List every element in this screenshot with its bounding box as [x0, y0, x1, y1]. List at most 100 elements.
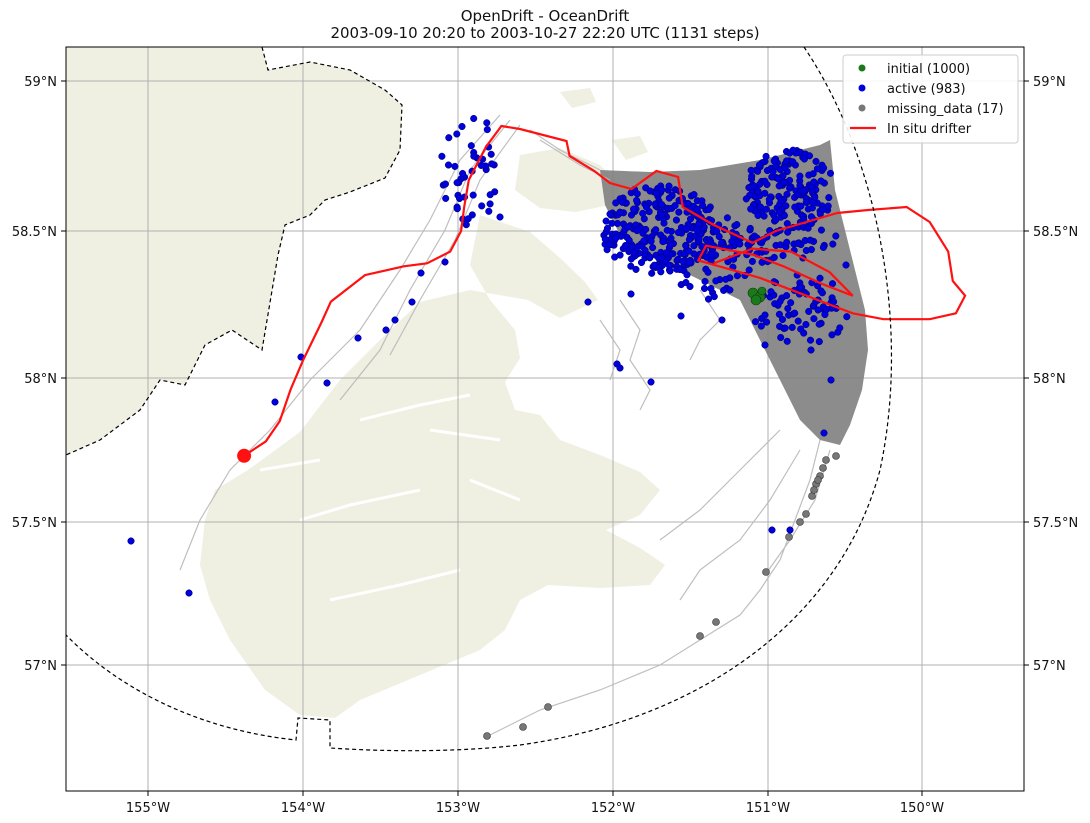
active-particle [713, 227, 721, 235]
active-particle [685, 259, 693, 267]
active-particle [486, 191, 494, 199]
active-particle [477, 161, 485, 169]
active-particle [765, 195, 773, 204]
active-particle [487, 150, 495, 158]
active-particle [793, 239, 802, 247]
active-particle [819, 206, 827, 214]
active-particle [690, 242, 698, 250]
active-particle [761, 177, 769, 185]
active-particle [809, 170, 817, 178]
active-particle [442, 194, 450, 202]
active-particle [666, 241, 674, 249]
active-particle [718, 316, 726, 324]
active-particle [630, 205, 638, 213]
active-particle [799, 187, 807, 195]
active-particle [827, 376, 835, 384]
active-particle [674, 228, 682, 237]
active-particle [612, 199, 620, 207]
active-particle [820, 429, 828, 437]
active-particle [810, 178, 818, 186]
active-particle [816, 274, 824, 282]
active-particle [496, 213, 504, 221]
active-particle [633, 227, 641, 235]
active-particle [789, 158, 797, 166]
lat-tick-label-right: 57°N [1033, 659, 1066, 674]
active-particle [618, 198, 626, 206]
active-particle [627, 262, 635, 270]
active-particle [707, 284, 715, 293]
active-particle [665, 194, 673, 202]
active-particle [483, 119, 491, 127]
active-particle [649, 244, 657, 252]
active-particle [761, 341, 769, 349]
active-particle [603, 224, 612, 232]
active-particle [584, 298, 592, 306]
active-particle [751, 318, 760, 326]
active-particle [641, 246, 649, 254]
legend-box [842, 54, 1019, 144]
active-particle [832, 232, 840, 240]
active-particle [806, 236, 814, 244]
active-particle [780, 178, 788, 186]
active-particle [657, 253, 665, 262]
active-particle [828, 331, 836, 339]
lat-tick-label-right: 59°N [1033, 75, 1066, 90]
active-particle [685, 247, 693, 255]
active-particle [453, 179, 461, 187]
active-particle [787, 299, 795, 307]
active-particle [820, 164, 828, 172]
active-particle [813, 165, 821, 173]
lon-tick-label: 155°W [126, 801, 170, 816]
active-particle [665, 182, 673, 190]
active-particle [823, 305, 831, 313]
active-particle [676, 265, 684, 274]
active-particle [781, 163, 789, 172]
lat-tick-label-left: 58°N [24, 372, 57, 387]
active-particle [761, 311, 769, 319]
active-particle [483, 126, 491, 134]
active-particle [718, 239, 726, 247]
tick-marks [61, 80, 1029, 796]
active-particle [633, 196, 641, 204]
active-particle [809, 198, 817, 207]
active-particle [728, 237, 736, 246]
missing-data-particles [483, 452, 840, 740]
active-particle [658, 186, 666, 194]
active-particle [646, 187, 654, 195]
active-particle [710, 293, 718, 301]
drifter-track [243, 124, 967, 457]
land-channels [259, 393, 521, 602]
active-particle [408, 298, 416, 306]
active-particle [775, 182, 783, 190]
active-particle [750, 182, 758, 190]
active-particle [768, 526, 776, 534]
active-particle [778, 315, 787, 324]
active-particle [462, 221, 470, 229]
land-kodiak-island [200, 215, 665, 718]
active-particle [444, 161, 453, 169]
active-particle [693, 205, 701, 213]
active-particle [458, 122, 466, 131]
active-particle [747, 166, 755, 174]
active-particle [647, 378, 655, 386]
map-subtitle: 2003-09-10 20:20 to 2003-10-27 22:20 UTC… [330, 24, 760, 42]
active-particle [770, 253, 778, 261]
active-particle [771, 300, 779, 308]
active-particle [826, 169, 835, 177]
active-particle [819, 243, 827, 251]
active-particle [621, 241, 630, 250]
active-particle [637, 258, 646, 267]
active-particle [762, 152, 770, 160]
lat-tick-label-left: 58.5°N [12, 225, 57, 240]
active-particle [616, 364, 624, 372]
lat-tick-label-right: 58°N [1033, 372, 1066, 387]
active-particle [723, 214, 731, 222]
active-particle [775, 310, 783, 318]
active-particle [606, 210, 614, 218]
active-particle [658, 201, 666, 209]
drifter-end-marker [237, 448, 252, 463]
active-particle [438, 152, 446, 160]
active-particle [667, 234, 675, 242]
lat-tick-label-left: 57°N [24, 659, 57, 674]
legend-active-marker [858, 84, 866, 92]
